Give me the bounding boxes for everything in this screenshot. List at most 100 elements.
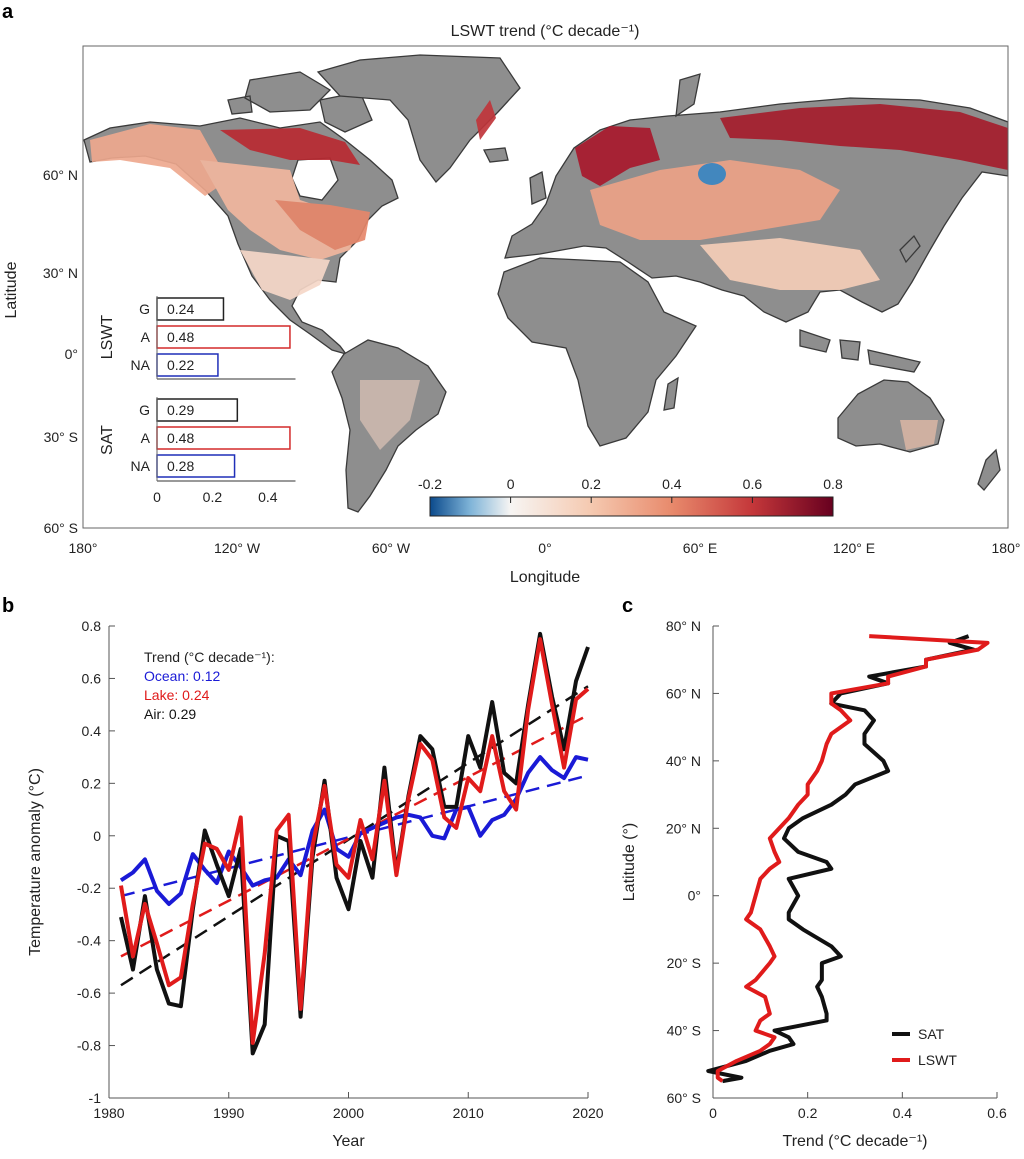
trend-region-ontario	[275, 200, 370, 250]
map-x-tick: 180°	[992, 540, 1021, 556]
trend-region-south-america	[360, 380, 420, 450]
uk	[529, 171, 547, 205]
legend-title: Trend (°C decade⁻¹):	[144, 649, 275, 665]
x-tick-label: 0.4	[893, 1105, 913, 1121]
legend-entry: Ocean: 0.12	[144, 668, 220, 684]
y-tick-label: 0	[93, 828, 101, 844]
inset-value-label: 0.28	[167, 458, 194, 474]
inset-value-label: 0.48	[167, 329, 194, 345]
colorbar-gradient	[429, 496, 834, 517]
inset-x-tick: 0.2	[203, 489, 223, 505]
map-x-tick: 120° E	[833, 540, 875, 556]
inset-category-label: NA	[131, 357, 151, 373]
x-tick-label: 2020	[572, 1105, 603, 1121]
madagascar	[663, 376, 679, 411]
inset-value-label: 0.29	[167, 402, 194, 418]
y-tick-label: 0.2	[82, 775, 102, 791]
map-axes: 60° N 30° N 0° 30° S 60° S 180° 120° W 6…	[3, 167, 1020, 586]
y-tick-label: 80° N	[666, 618, 701, 634]
novaya-zemlya	[675, 73, 701, 118]
y-tick-label: 40° S	[667, 1023, 701, 1039]
map-y-tick: 0°	[65, 346, 78, 362]
y-tick-label: 60° N	[666, 685, 701, 701]
colorbar-tick-label: 0.2	[581, 476, 601, 492]
africa	[497, 257, 697, 447]
y-tick-label: 0.6	[82, 670, 102, 686]
map-frame	[82, 45, 1009, 529]
inset-category-label: G	[139, 402, 150, 418]
panel-label-b: b	[2, 595, 14, 617]
inset-value-label: 0.24	[167, 301, 194, 317]
inset-group-label: LSWT	[99, 315, 116, 360]
trend-line	[120, 685, 589, 987]
colorbar-tick-label: 0.6	[743, 476, 763, 492]
inset-x-tick: 0.4	[258, 489, 278, 505]
map-y-tick: 60° S	[44, 520, 78, 536]
map-x-tick: 180°	[69, 540, 98, 556]
panel-c-latitude-profile: 80° N 60° N 40° N 20° N 0° 20° S 40° S 60° S 0 0.…	[621, 618, 1007, 1150]
y-tick-label: -0.8	[77, 1038, 101, 1054]
legend-entry: LSWT	[918, 1052, 957, 1068]
trend-region-russia	[590, 160, 840, 240]
y-axis-label: Latitude (°)	[621, 823, 638, 901]
map-x-tick: 0°	[538, 540, 551, 556]
indonesia	[799, 329, 922, 373]
x-tick-label: 0.2	[798, 1105, 818, 1121]
inset-value-label: 0.48	[167, 430, 194, 446]
lswt-trend-cells	[90, 100, 1008, 450]
map-y-tick: 60° N	[43, 167, 78, 183]
map-y-tick: 30° S	[44, 429, 78, 445]
new-zealand	[977, 448, 1001, 491]
legend-entry: Air: 0.29	[144, 706, 196, 722]
colorbar-tick-label: -0.2	[418, 476, 442, 492]
trend-region-greenland-coast	[476, 100, 496, 140]
trend-region-scandinavia	[575, 126, 660, 186]
y-tick-label: 60° S	[667, 1090, 701, 1106]
x-tick-label: 1980	[93, 1105, 124, 1121]
y-tick-label: -0.2	[77, 880, 101, 896]
y-tick-label: 20° N	[666, 820, 701, 836]
trend-region-west-siberia-cooling	[698, 163, 726, 185]
series-line	[706, 634, 976, 1084]
trend-region-alaska	[90, 124, 228, 196]
x-tick-label: 2000	[333, 1105, 364, 1121]
map-y-tick: 30° N	[43, 265, 78, 281]
y-tick-label: 0°	[688, 888, 701, 904]
inset-group-label: SAT	[99, 425, 116, 455]
greenland	[316, 54, 521, 183]
y-tick-label: 20° S	[667, 955, 701, 971]
panel-label-c: c	[622, 595, 633, 617]
inset-category-label: A	[141, 329, 151, 345]
x-axis-label: Year	[332, 1133, 365, 1150]
map-y-label: Latitude	[3, 261, 20, 318]
world-map	[83, 54, 1008, 513]
colorbar-tick-label: 0.8	[823, 476, 843, 492]
trend-region-central-asia	[700, 238, 880, 290]
inset-x-tick: 0	[153, 489, 161, 505]
iceland	[482, 147, 509, 163]
map-x-label: Longitude	[510, 569, 580, 586]
y-tick-label: -1	[89, 1090, 102, 1106]
series-line	[119, 637, 590, 1045]
x-tick-label: 0	[709, 1105, 717, 1121]
inset-category-label: G	[139, 301, 150, 317]
x-tick-label: 1990	[213, 1105, 244, 1121]
legend-entry: Lake: 0.24	[144, 687, 210, 703]
map-title: LSWT trend (°C decade⁻¹)	[451, 23, 640, 40]
y-axis-label: Temperature anomaly (°C)	[27, 768, 44, 956]
y-tick-label: -0.4	[77, 933, 101, 949]
series-line	[715, 634, 990, 1083]
x-tick-label: 2010	[453, 1105, 484, 1121]
y-tick-label: 40° N	[666, 753, 701, 769]
x-tick-label: 0.6	[987, 1105, 1007, 1121]
trend-region-us	[240, 250, 330, 300]
japan	[899, 234, 921, 264]
inset-bar-chart: LSWT G 0.24 A 0.48 NA 0.22 SAT G 0.29 A 0.48 NA 0.28 0…	[99, 296, 296, 505]
inset-value-label: 0.22	[167, 357, 194, 373]
inset-category-label: NA	[131, 458, 151, 474]
y-tick-label: -0.6	[77, 985, 101, 1001]
y-tick-label: 0.4	[82, 723, 102, 739]
map-x-tick: 120° W	[214, 540, 261, 556]
